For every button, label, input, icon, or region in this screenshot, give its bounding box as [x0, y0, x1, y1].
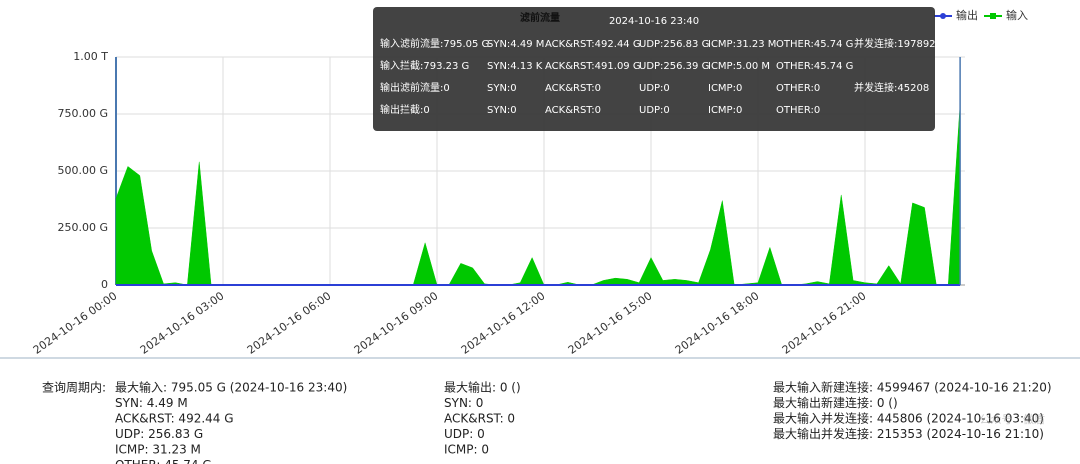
y-tick-label: 500.00 G	[57, 164, 108, 177]
summary-line: UDP: 0	[444, 427, 485, 441]
summary-line: ACK&RST: 492.44 G	[115, 412, 234, 426]
tooltip-cell: 输入拦截:793.23 G	[380, 59, 469, 72]
watermark: 公众号 · 傲盾	[980, 412, 1046, 426]
x-tick-label: 2024-10-16 21:00	[780, 289, 869, 357]
tooltip-cell: ICMP:5.00 M	[708, 61, 770, 72]
tooltip-cell: SYN:0	[487, 83, 517, 94]
summary-line: 最大输出并发连接: 215353 (2024-10-16 21:10)	[773, 426, 1044, 441]
legend-label: 输出	[956, 8, 978, 22]
tooltip-cell: ICMP:31.23 M	[708, 39, 776, 50]
legend-marker	[940, 13, 946, 19]
summary-line: ICMP: 31.23 M	[115, 443, 201, 457]
x-tick-label: 2024-10-16 12:00	[459, 289, 548, 357]
tooltip-cell: SYN:0	[487, 105, 517, 116]
x-tick-label: 2024-10-16 18:00	[673, 289, 762, 357]
y-tick-label: 250.00 G	[57, 221, 108, 234]
summary-line: ICMP: 0	[444, 443, 489, 457]
summary-line: 最大输出: 0 ()	[444, 380, 521, 395]
summary-line: SYN: 0	[444, 396, 483, 410]
tooltip-cell: UDP:256.39 G	[639, 61, 709, 72]
tooltip-cell: 输出拦截:0	[380, 103, 430, 116]
summary-line: 最大输入并发连接: 445806 (2024-10-16 03:40)	[773, 411, 1044, 426]
tooltip-cell: ICMP:0	[708, 105, 742, 116]
summary-line: SYN: 4.49 M	[115, 396, 188, 410]
x-tick-label: 2024-10-16 09:00	[352, 289, 441, 357]
x-tick-label: 2024-10-16 15:00	[566, 289, 655, 357]
tooltip-cell: OTHER:0	[776, 105, 820, 116]
tooltip-cell: 并发连接:197892	[854, 37, 936, 50]
summary-line: OTHER: 45.74 G	[115, 458, 212, 464]
tooltip-cell: ICMP:0	[708, 83, 742, 94]
x-tick-label: 2024-10-16 03:00	[138, 289, 227, 357]
legend-marker	[990, 13, 996, 19]
summary-line: 最大输出新建连接: 0 ()	[773, 395, 898, 410]
tooltip-cell: SYN:4.13 K	[487, 61, 543, 72]
x-tick-label: 2024-10-16 00:00	[31, 289, 120, 357]
summary-line: ACK&RST: 0	[444, 412, 515, 426]
tooltip-cell: ACK&RST:0	[545, 105, 601, 116]
x-tick-label: 2024-10-16 06:00	[245, 289, 334, 357]
tooltip-box	[373, 7, 935, 131]
tooltip-time: 2024-10-16 23:40	[609, 16, 699, 27]
tooltip-cell: UDP:0	[639, 83, 670, 94]
tooltip-cell: OTHER:45.74 G	[776, 39, 853, 50]
summary-line: 最大输入: 795.05 G (2024-10-16 23:40)	[115, 380, 347, 395]
tooltip-cell: ACK&RST:492.44 G	[545, 39, 641, 50]
tooltip-cell: 并发连接:45208	[854, 81, 929, 94]
legend-label: 输入	[1006, 8, 1028, 22]
tooltip-cell: ACK&RST:491.09 G	[545, 61, 641, 72]
tooltip-cell: SYN:4.49 M	[487, 39, 544, 50]
y-tick-label: 1.00 T	[73, 50, 108, 63]
tooltip-cell: OTHER:0	[776, 83, 820, 94]
tooltip-cell: UDP:256.83 G	[639, 39, 709, 50]
tooltip-cell: ACK&RST:0	[545, 83, 601, 94]
tooltip-cell: OTHER:45.74 G	[776, 61, 853, 72]
tooltip-cell: UDP:0	[639, 105, 670, 116]
tooltip-cell: 输出滤前流量:0	[380, 81, 450, 94]
summary-label: 查询周期内:	[42, 381, 106, 395]
tooltip-cell: 输入滤前流量:795.05 G	[380, 37, 489, 50]
summary-line: UDP: 256.83 G	[115, 427, 203, 441]
y-tick-label: 0	[101, 278, 108, 291]
tooltip-title: 滤前流量	[520, 11, 560, 24]
summary-line: 最大输入新建连接: 4599467 (2024-10-16 21:20)	[773, 380, 1052, 395]
y-tick-label: 750.00 G	[57, 107, 108, 120]
